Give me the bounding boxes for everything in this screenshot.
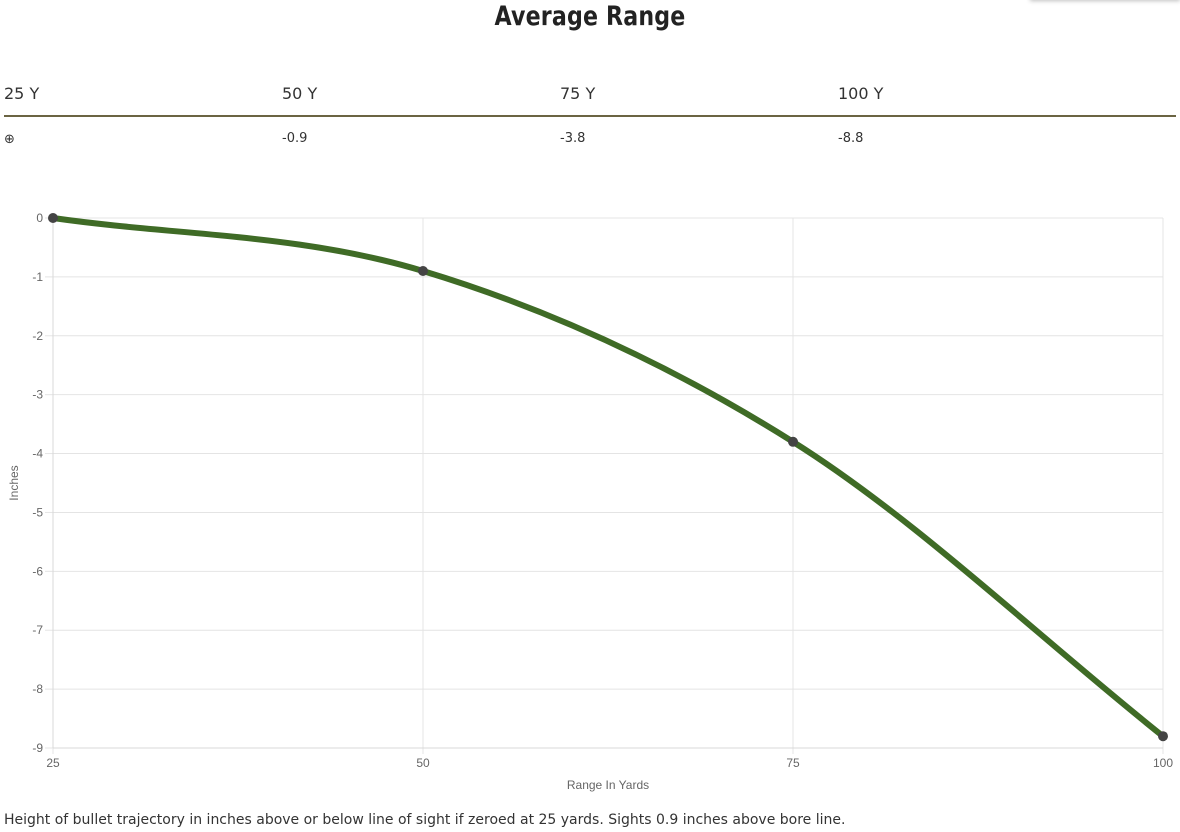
y-axis-ticks: 0 -1 -2 -3 -4 -5 -6 -7 -8 -9 xyxy=(32,211,43,755)
y-tick-label: -8 xyxy=(32,682,43,696)
y-axis-label: Inches xyxy=(7,465,21,500)
y-tick-label: -4 xyxy=(32,447,43,461)
x-axis-label: Range In Yards xyxy=(567,778,649,792)
chart-footnote: Height of bullet trajectory in inches ab… xyxy=(4,812,846,828)
x-tick-label: 25 xyxy=(46,756,60,770)
trajectory-chart: 0 -1 -2 -3 -4 -5 -6 -7 -8 -9 25 50 75 100 Range In Y… xyxy=(0,200,1180,800)
y-tick-label: -2 xyxy=(32,329,43,343)
y-tick-label: -5 xyxy=(32,505,43,519)
value-50-yards: -0.9 xyxy=(282,131,308,146)
value-100-yards: -8.8 xyxy=(838,131,864,146)
trajectory-chart-svg: 0 -1 -2 -3 -4 -5 -6 -7 -8 -9 25 50 75 100 Range In Y… xyxy=(7,211,1173,792)
range-table-row: ⊕ -0.9 -3.8 -8.8 xyxy=(4,117,1176,157)
header-100-yards: 100 Y xyxy=(838,84,884,103)
grid-lines xyxy=(45,217,1164,754)
series-layer xyxy=(48,213,1168,742)
header-50-yards: 50 Y xyxy=(282,84,318,103)
data-point[interactable] xyxy=(418,266,428,276)
y-tick-label: 0 xyxy=(36,211,43,225)
data-point[interactable] xyxy=(48,213,58,223)
data-point[interactable] xyxy=(1158,731,1168,742)
data-point[interactable] xyxy=(788,436,798,447)
value-75-yards: -3.8 xyxy=(560,131,586,146)
y-tick-label: -1 xyxy=(32,270,43,284)
range-table: 25 Y 50 Y 75 Y 100 Y ⊕ -0.9 -3.8 -8.8 xyxy=(4,78,1176,157)
header-75-yards: 75 Y xyxy=(560,84,596,103)
x-tick-label: 75 xyxy=(786,756,800,770)
y-tick-label: -9 xyxy=(32,741,43,755)
y-tick-label: -3 xyxy=(32,388,43,402)
y-tick-label: -6 xyxy=(32,564,43,578)
x-axis-ticks: 25 50 75 100 xyxy=(46,756,1173,770)
trajectory-line xyxy=(50,215,1166,740)
page-title: Average Range xyxy=(494,1,686,32)
x-tick-label: 50 xyxy=(416,756,430,770)
range-table-header: 25 Y 50 Y 75 Y 100 Y xyxy=(4,78,1176,117)
y-tick-label: -7 xyxy=(32,623,43,637)
zero-crosshair-icon: ⊕ xyxy=(4,132,15,147)
header-25-yards: 25 Y xyxy=(4,84,40,103)
x-tick-label: 100 xyxy=(1153,756,1173,770)
